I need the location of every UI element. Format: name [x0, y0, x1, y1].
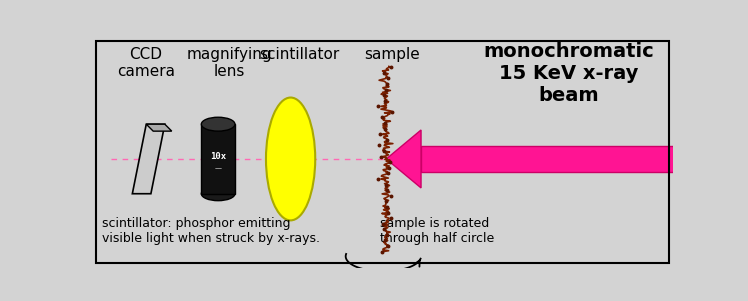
Bar: [421, 146, 685, 172]
Polygon shape: [147, 124, 172, 131]
Ellipse shape: [201, 187, 235, 201]
Ellipse shape: [201, 117, 235, 131]
Ellipse shape: [266, 98, 315, 220]
Text: CCD
camera: CCD camera: [117, 47, 175, 79]
Text: sample is rotated
through half circle: sample is rotated through half circle: [381, 217, 494, 245]
Text: sample: sample: [364, 47, 420, 61]
Text: scintillator: phosphor emitting
visible light when struck by x-rays.: scintillator: phosphor emitting visible …: [102, 217, 320, 245]
Text: —: —: [215, 165, 221, 171]
Polygon shape: [132, 124, 165, 194]
Text: magnifying
lens: magnifying lens: [187, 47, 272, 79]
Text: 10x: 10x: [210, 152, 226, 161]
Polygon shape: [386, 130, 421, 188]
Text: scintillator: scintillator: [259, 47, 340, 61]
Text: monochromatic
15 KeV x-ray
beam: monochromatic 15 KeV x-ray beam: [483, 42, 654, 105]
Bar: [201, 124, 235, 194]
